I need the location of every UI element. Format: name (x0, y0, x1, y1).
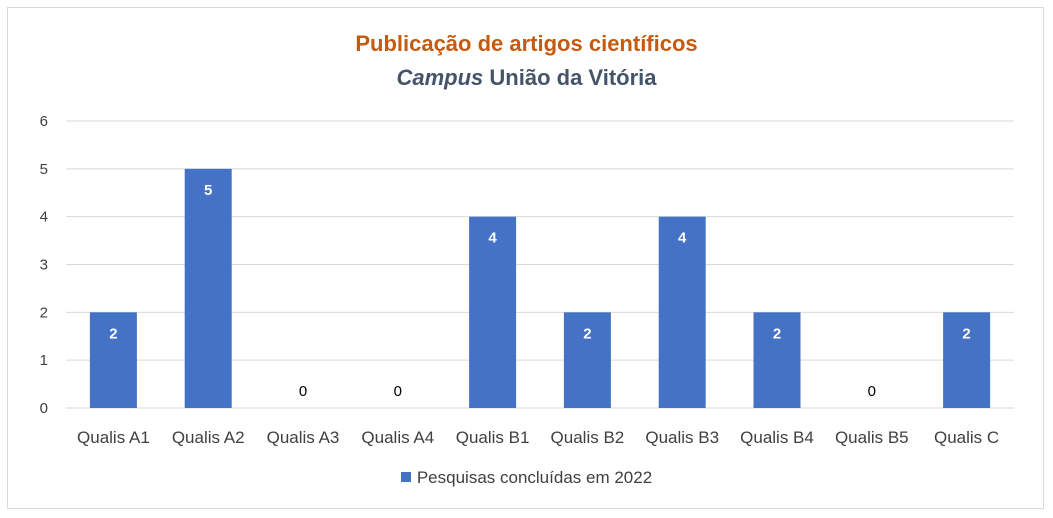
data-label: 4 (488, 230, 497, 247)
x-tick-label: Qualis B4 (740, 428, 814, 447)
y-tick-label: 0 (40, 400, 48, 417)
bar (563, 312, 611, 408)
bar (753, 312, 801, 408)
x-tick-label: Qualis B2 (551, 428, 625, 447)
chart-area (7, 7, 1044, 509)
data-label: 4 (678, 230, 687, 247)
bar (658, 216, 706, 408)
chart-subtitle-italic: Campus (396, 65, 484, 90)
x-tick-label: Qualis A2 (172, 428, 245, 447)
y-tick-label: 6 (40, 113, 48, 130)
bar (89, 312, 137, 408)
data-label: 2 (962, 325, 970, 342)
chart-subtitle-rest: União da Vitória (489, 65, 657, 90)
data-label: 2 (773, 325, 781, 342)
data-label: 0 (299, 383, 307, 400)
y-tick-label: 3 (40, 257, 48, 274)
data-label: 0 (868, 383, 876, 400)
legend-swatch (400, 472, 411, 482)
x-tick-label: Qualis A3 (267, 428, 340, 447)
x-tick-label: Qualis B1 (456, 428, 530, 447)
chart-subtitle: Campus União da Vitória (0, 65, 1053, 91)
data-label: 5 (204, 182, 212, 199)
y-tick-label: 1 (40, 352, 48, 369)
bar (184, 168, 232, 408)
x-tick-label: Qualis A4 (361, 428, 434, 447)
chart-title: Publicação de artigos científicos (355, 31, 698, 56)
data-label: 2 (109, 325, 117, 342)
data-label: 2 (583, 325, 591, 342)
data-label: 0 (394, 383, 402, 400)
y-tick-label: 5 (40, 161, 48, 178)
bar (943, 312, 991, 408)
x-tick-label: Qualis B5 (835, 428, 909, 447)
bar (469, 216, 517, 408)
legend: Pesquisas concluídas em 2022 (0, 468, 1053, 488)
legend-label: Pesquisas concluídas em 2022 (416, 468, 653, 487)
x-tick-label: Qualis B3 (645, 428, 719, 447)
y-tick-label: 4 (40, 209, 48, 226)
y-tick-label: 2 (40, 304, 48, 321)
x-tick-label: Qualis A1 (77, 428, 150, 447)
x-tick-label: Qualis C (934, 428, 999, 447)
